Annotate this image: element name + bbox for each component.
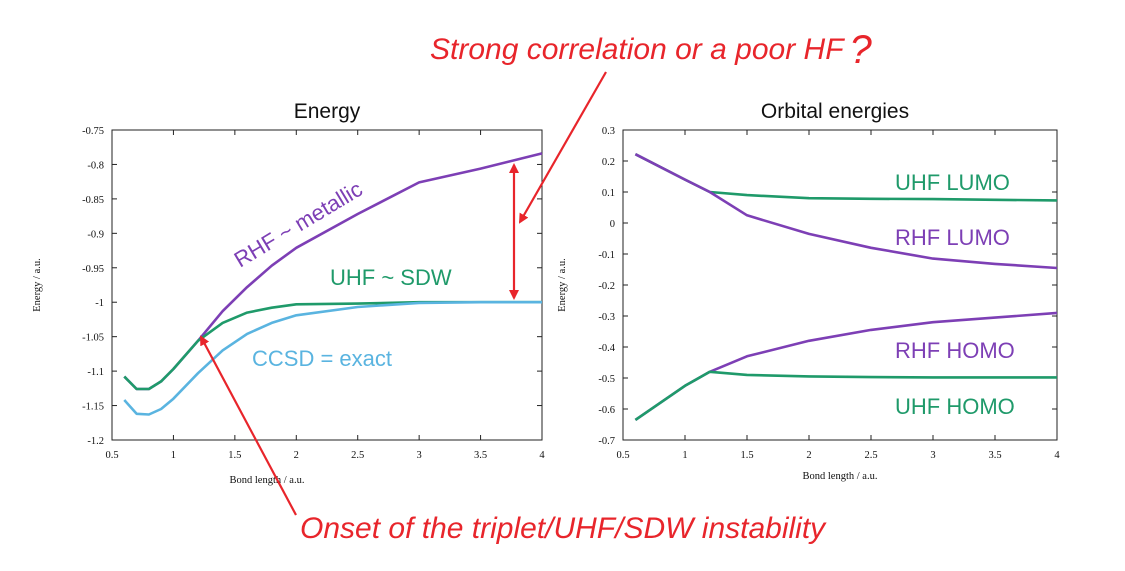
y-tick-label: -0.2 [598, 281, 615, 292]
y-tick-label: -0.6 [598, 405, 615, 416]
y-tick-label: -0.8 [87, 160, 104, 171]
chart-title: Orbital energies [761, 100, 909, 123]
y-tick-label: -0.1 [598, 250, 615, 261]
y-tick-label: -1.15 [82, 402, 104, 413]
question-mark: ? [849, 28, 872, 72]
x-tick-label: 3.5 [988, 450, 1001, 461]
curve-label-rhf-metallic: RHF ~ metallic [230, 176, 367, 272]
y-tick-label: -1.05 [82, 333, 104, 344]
y-tick-label: -0.4 [598, 343, 615, 354]
y-tick-label: -0.95 [82, 264, 104, 275]
y-tick-label: -1 [95, 298, 104, 309]
y-tick-label: -1.1 [87, 367, 104, 378]
x-tick-label: 1.5 [740, 450, 753, 461]
annotation-top-text: Strong correlation or a poor HF [430, 33, 844, 66]
annotation-bottom: Onset of the triplet/UHF/SDW instability [300, 512, 826, 545]
curve-label-rhf-homo: RHF HOMO [895, 338, 1015, 363]
x-axis-label: Bond length / a.u. [230, 475, 305, 486]
y-tick-label: 0 [610, 219, 615, 230]
x-tick-label: 2.5 [864, 450, 877, 461]
y-tick-label: -0.9 [87, 229, 104, 240]
x-tick-label: 2 [294, 450, 299, 461]
series-line-uhf-homo [634, 370, 1057, 421]
x-tick-label: 3 [417, 450, 422, 461]
y-axis-label: Energy / a.u. [32, 258, 43, 311]
y-tick-label: -0.75 [82, 126, 104, 137]
series-line-rhf-lumo [634, 153, 1058, 270]
chart-title: Energy [294, 100, 361, 123]
top-annotation-arrow [519, 71, 607, 224]
y-tick-label: -0.7 [598, 436, 615, 447]
curve-label-uhf-homo: UHF HOMO [895, 394, 1015, 419]
y-tick-label: 0.1 [602, 188, 615, 199]
curve-label-uhf-lumo: UHF LUMO [895, 170, 1010, 195]
x-tick-label: 3.5 [474, 450, 487, 461]
y-tick-label: 0.2 [602, 157, 615, 168]
x-tick-label: 4 [1054, 450, 1060, 461]
curve-label-ccsd-exact: CCSD = exact [252, 346, 392, 371]
x-tick-label: 2.5 [351, 450, 364, 461]
y-tick-label: -0.3 [598, 312, 615, 323]
x-tick-label: 0.5 [105, 450, 118, 461]
x-tick-label: 3 [930, 450, 935, 461]
plot-frame [111, 129, 543, 441]
bottom-annotation-arrow [200, 335, 297, 516]
chart-panel-1: Energy 0.5 1 1.5 2 2.5 3 3.5 4 -0.75 -0.8 -0.85 -0.9… [32, 100, 545, 486]
x-tick-label: 2 [806, 450, 811, 461]
x-tick-label: 4 [539, 450, 545, 461]
curve-label-rhf-lumo: RHF LUMO [895, 225, 1010, 250]
x-axis-label: Bond length / a.u. [803, 471, 878, 482]
series-line-ccsd-exact [123, 300, 542, 416]
curve-label-uhf-sdw: UHF ~ SDW [330, 265, 452, 290]
y-axis-label: Energy / a.u. [557, 258, 568, 311]
x-tick-label: 1 [171, 450, 176, 461]
x-tick-label: 0.5 [616, 450, 629, 461]
chart-panel-2: Orbital energies 0.5 1 1.5 2 2.5 3 3.5 4 0.3 0.2 0.… [557, 100, 1060, 482]
y-tick-label: 0.3 [602, 126, 615, 137]
annotation-top: Strong correlation or a poor HF? [430, 24, 872, 72]
y-tick-label: -0.85 [82, 195, 104, 206]
y-tick-label: -0.5 [598, 374, 615, 385]
x-tick-label: 1.5 [228, 450, 241, 461]
y-tick-label: -1.2 [87, 436, 104, 447]
x-tick-label: 1 [682, 450, 687, 461]
